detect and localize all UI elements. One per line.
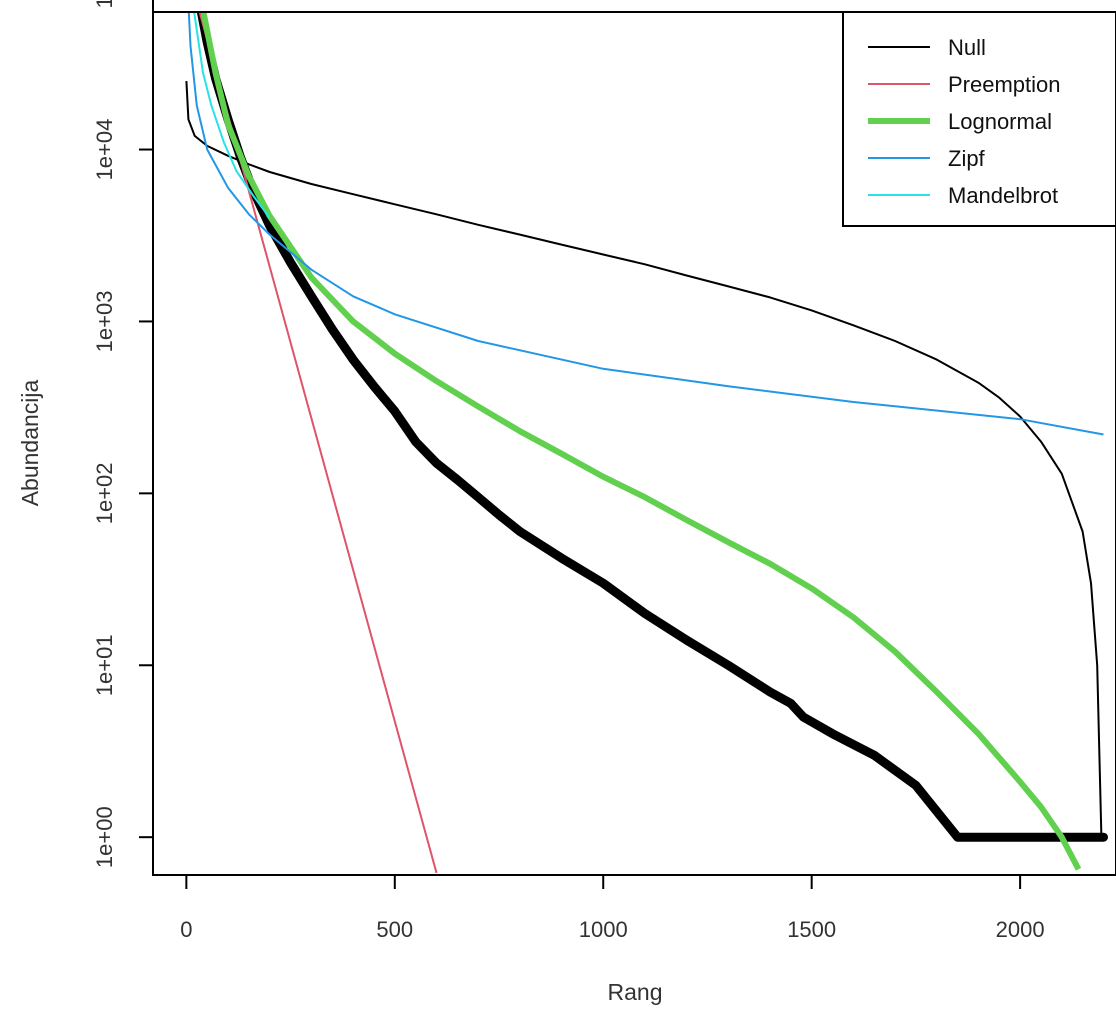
x-tick-label: 1500 — [787, 917, 836, 942]
legend-label-null: Null — [948, 35, 986, 60]
y-axis-title: Abundancija — [17, 379, 43, 506]
legend-label-zipf: Zipf — [948, 146, 986, 171]
series-line-preemption — [198, 12, 438, 874]
y-tick-label: 1e+04 — [92, 119, 117, 181]
y-tick-label: 1e+00 — [92, 806, 117, 868]
x-axis-title: Rang — [608, 979, 663, 1005]
series-line-mandelbrot — [193, 12, 271, 219]
x-tick-label: 2000 — [996, 917, 1045, 942]
x-axis: 0 500 1000 1500 2000 — [180, 874, 1045, 942]
legend-label-preemption: Preemption — [948, 72, 1061, 97]
series-line-lognormal — [200, 12, 1082, 871]
legend: Null Preemption Lognormal Zipf Mandelbrot — [842, 11, 1116, 227]
y-axis: 1e+00 1e+01 1e+02 1e+03 1e+04 1e+05 — [92, 0, 154, 868]
series-line-null — [185, 81, 1103, 838]
y-tick-label: 1e+03 — [92, 291, 117, 353]
x-tick-label: 500 — [376, 917, 413, 942]
series-line-zipf — [187, 12, 1104, 436]
y-tick-label: 1e+05 — [92, 0, 117, 9]
legend-label-lognormal: Lognormal — [948, 109, 1052, 134]
plot-area — [185, 12, 1108, 874]
x-tick-label: 1000 — [579, 917, 628, 942]
x-tick-label: 0 — [180, 917, 192, 942]
y-tick-label: 1e+02 — [92, 462, 117, 524]
legend-label-mandelbrot: Mandelbrot — [948, 183, 1058, 208]
y-tick-label: 1e+01 — [92, 634, 117, 696]
